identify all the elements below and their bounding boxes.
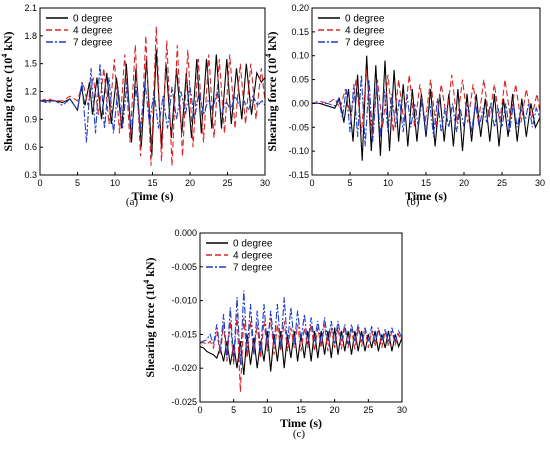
series-group (200, 290, 402, 392)
legend-label: 4 degree (345, 26, 385, 37)
y-tick-label: -0.05 (288, 122, 309, 132)
y-axis-title: Shearing force (104 kN) (0, 31, 15, 151)
panel-label: (b) (407, 196, 420, 208)
x-tick-label: 0 (197, 405, 202, 415)
legend-label: 0 degree (233, 239, 273, 250)
y-tick-label: -0.020 (171, 363, 197, 373)
series-line-2 (312, 74, 540, 147)
x-tick-label: 0 (37, 178, 42, 188)
panel-b: 0 5 10 15 20 25 30 -0.15 -0.10 -0.05 0.00 0.05 0.10 0… (264, 3, 545, 208)
x-axis-title: Time (s) (131, 189, 173, 203)
x-tick-label: 5 (75, 178, 80, 188)
x-tick-label: 30 (535, 178, 545, 188)
y-tick-label: -0.10 (288, 146, 309, 156)
x-tick-label: 0 (309, 178, 314, 188)
y-axis-title-sup: 4 (142, 280, 151, 284)
series-line-1 (40, 26, 265, 166)
x-axis-title: Time (s) (280, 416, 322, 430)
y-tick-label: -0.15 (288, 170, 309, 180)
y-axis-title-end: kN) (265, 31, 279, 53)
series-line-2 (40, 63, 265, 143)
x-axis-title: Time (s) (405, 189, 447, 203)
series-group (312, 55, 540, 161)
series-line-0 (312, 55, 540, 161)
y-tick-label: 0.6 (24, 142, 37, 152)
y-tick-label: 0.3 (24, 170, 37, 180)
y-tick-label: 0.000 (174, 228, 197, 238)
y-axis-title-main: Shearing force (10 (265, 58, 279, 152)
panel-a: 0 5 10 15 20 25 30 0.3 0.6 0.9 1.2 1.5 1.8 2.1 Time (s… (0, 3, 270, 208)
y-axis-title: Shearing force (104 kN) (142, 257, 157, 377)
x-tick-label: 30 (260, 178, 270, 188)
y-tick-label: 0.05 (291, 75, 309, 85)
legend-label: 4 degree (233, 251, 273, 262)
series-group (40, 26, 265, 166)
x-tick-label: 30 (397, 405, 407, 415)
y-tick-label: 1.5 (24, 59, 37, 69)
x-tick-label: 20 (185, 178, 195, 188)
series-line-2 (200, 290, 402, 365)
y-tick-label: -0.015 (171, 329, 197, 339)
panel-label: (c) (293, 428, 306, 440)
y-axis-title-main: Shearing force (10 (143, 284, 157, 378)
y-axis-title-main: Shearing force (10 (1, 58, 15, 152)
y-axis-title-sup: 4 (264, 54, 273, 58)
y-tick-label: 0.00 (291, 98, 309, 108)
y-tick-label: 2.1 (24, 3, 37, 13)
y-tick-label: 0.9 (24, 114, 37, 124)
x-tick-label: 10 (383, 178, 393, 188)
y-tick-label: 1.2 (24, 87, 37, 97)
plot-frame (199, 232, 403, 403)
y-tick-label: -0.010 (171, 296, 197, 306)
series-line-0 (200, 327, 402, 376)
x-tick-label: 5 (347, 178, 352, 188)
x-tick-label: 10 (262, 405, 272, 415)
y-axis-title-end: kN) (1, 31, 15, 53)
x-tick-label: 5 (231, 405, 236, 415)
y-tick-label: 0.10 (291, 51, 309, 61)
series-line-1 (200, 314, 402, 392)
x-tick-label: 15 (296, 405, 306, 415)
x-tick-label: 10 (110, 178, 120, 188)
y-axis-title-end: kN) (143, 257, 157, 279)
y-tick-label: 0.15 (291, 27, 309, 37)
x-tick-label: 20 (459, 178, 469, 188)
legend-label: 4 degree (73, 26, 113, 37)
x-tick-label: 25 (497, 178, 507, 188)
y-axis-title-sup: 4 (0, 54, 9, 58)
y-tick-label: 1.8 (24, 31, 37, 41)
y-axis-title: Shearing force (104 kN) (264, 31, 279, 151)
x-tick-label: 20 (330, 405, 340, 415)
x-tick-label: 25 (363, 405, 373, 415)
y-tick-label: -0.005 (171, 262, 197, 272)
x-tick-label: 15 (147, 178, 157, 188)
x-tick-label: 25 (222, 178, 232, 188)
legend-label: 0 degree (345, 14, 385, 25)
panel-c: 0 5 10 15 20 25 30 -0.025 -0.020 -0.015 -0.010 -0.0… (142, 228, 407, 440)
y-tick-label: 0.20 (291, 3, 309, 13)
y-tick-label: -0.025 (171, 397, 197, 407)
legend-label: 7 degree (73, 38, 113, 49)
legend-label: 7 degree (345, 38, 385, 49)
x-tick-label: 15 (421, 178, 431, 188)
panel-label: (a) (126, 196, 139, 208)
series-line-1 (312, 69, 540, 137)
legend-label: 0 degree (73, 14, 113, 25)
legend-label: 7 degree (233, 263, 273, 274)
